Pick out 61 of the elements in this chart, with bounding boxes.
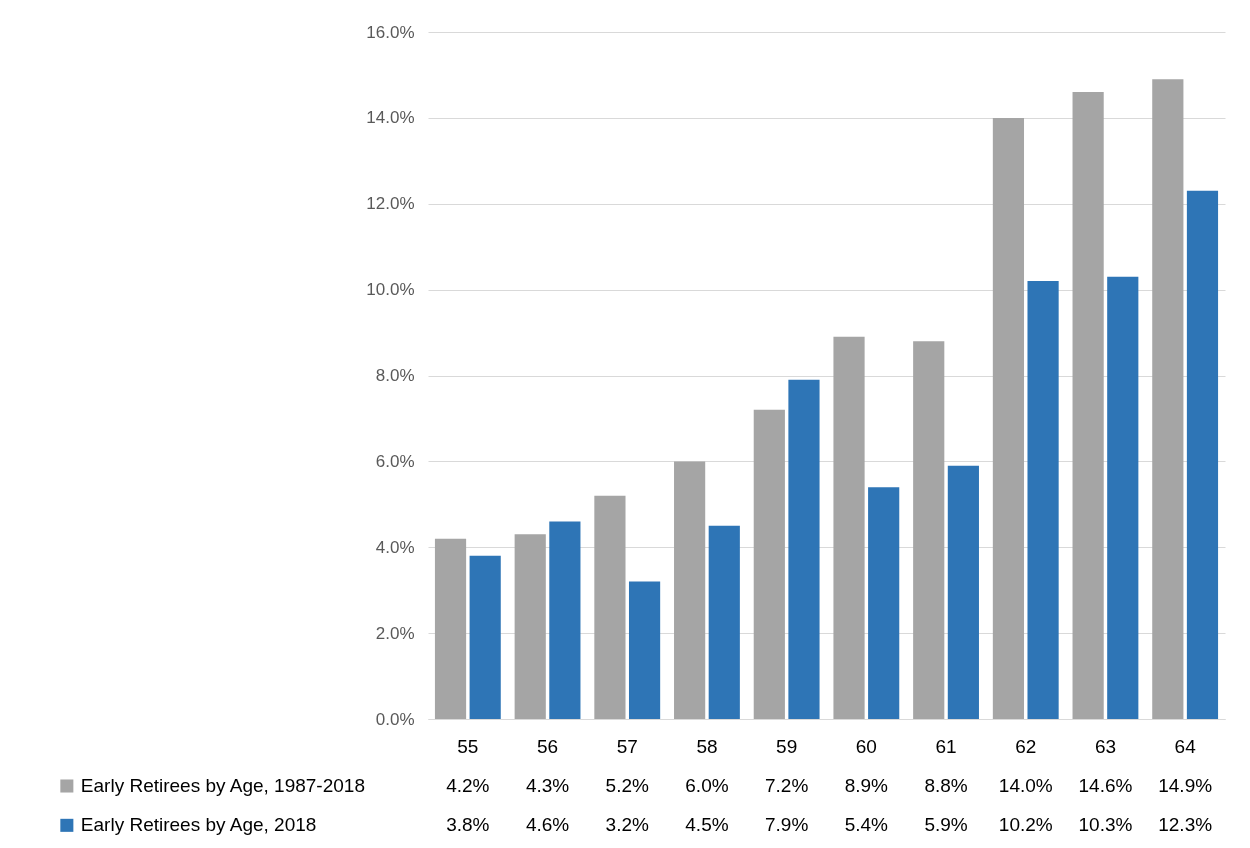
x-tick-label: 61 xyxy=(935,735,957,757)
data-label: 5.9% xyxy=(924,814,968,836)
data-label: 14.9% xyxy=(1158,775,1213,796)
data-label: 3.8% xyxy=(446,814,490,836)
bar xyxy=(469,555,501,719)
data-label: 14.0% xyxy=(998,775,1053,796)
bar xyxy=(833,336,865,719)
x-tick-label: 56 xyxy=(536,735,559,757)
bar xyxy=(913,341,945,719)
data-label: 8.9% xyxy=(844,775,889,796)
x-tick-label: 55 xyxy=(457,735,479,757)
x-tick-label: 58 xyxy=(696,735,718,757)
data-label: 7.9% xyxy=(764,814,809,836)
y-tick-label: 16.0% xyxy=(366,22,415,42)
bar xyxy=(549,521,581,719)
bar xyxy=(868,487,900,719)
data-label: 4.5% xyxy=(685,814,729,836)
data-label: 3.2% xyxy=(605,814,650,836)
y-tick-label: 12.0% xyxy=(366,194,415,214)
x-tick-label: 63 xyxy=(1094,735,1117,757)
y-tick-label: 2.0% xyxy=(375,623,415,643)
data-label: 10.3% xyxy=(1078,814,1133,836)
x-tick-label: 60 xyxy=(855,735,877,757)
bar xyxy=(788,379,820,719)
y-tick-label: 8.0% xyxy=(375,366,415,385)
data-label: 7.2% xyxy=(764,775,809,796)
legend-label: Early Retirees by Age, 2018 xyxy=(80,814,317,836)
bar xyxy=(1027,281,1059,719)
x-tick-label: 62 xyxy=(1015,735,1037,757)
x-tick-label: 57 xyxy=(616,735,638,757)
data-label: 14.6% xyxy=(1078,775,1133,796)
y-tick-label: 6.0% xyxy=(375,451,415,471)
bar xyxy=(708,525,740,719)
data-label: 4.6% xyxy=(525,814,570,836)
y-tick-label: 14.0% xyxy=(366,108,415,128)
data-label: 12.3% xyxy=(1158,814,1213,836)
bar xyxy=(594,495,626,719)
bar xyxy=(1072,92,1104,719)
bar xyxy=(514,534,546,719)
data-label: 10.2% xyxy=(998,814,1053,836)
data-label: 4.2% xyxy=(446,775,490,796)
bar xyxy=(947,465,979,719)
x-tick-label: 64 xyxy=(1174,735,1197,757)
x-tick-label: 59 xyxy=(776,735,798,757)
data-label: 8.8% xyxy=(924,775,968,796)
data-label: 5.2% xyxy=(605,775,650,796)
y-tick-label: 0.0% xyxy=(375,709,415,729)
bar xyxy=(992,117,1025,719)
data-label: 4.3% xyxy=(525,775,570,796)
bar xyxy=(628,581,661,719)
bar xyxy=(1186,190,1219,719)
data-label: 5.4% xyxy=(844,814,889,836)
y-tick-label: 10.0% xyxy=(366,280,415,300)
legend-label: Early Retirees by Age, 1987-2018 xyxy=(80,775,365,796)
bar xyxy=(434,538,467,719)
data-label: 6.0% xyxy=(685,775,729,796)
bar xyxy=(1152,79,1184,719)
bar xyxy=(1107,276,1139,719)
bar xyxy=(753,409,785,719)
bar xyxy=(674,461,706,719)
y-tick-label: 4.0% xyxy=(375,537,415,557)
